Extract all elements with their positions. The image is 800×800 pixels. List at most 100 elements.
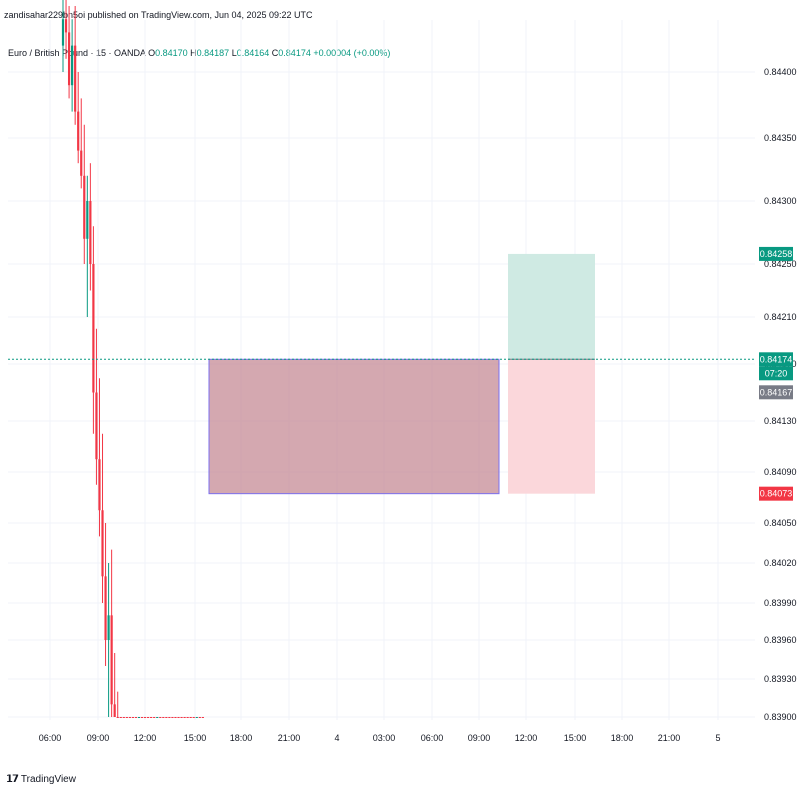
candle-body <box>125 717 128 718</box>
candle-body <box>159 717 162 718</box>
price-tick-label: 0.84300 <box>764 196 797 206</box>
open-value: 0.84170 <box>155 48 188 58</box>
price-tick-label: 0.84400 <box>764 67 797 77</box>
price-tag-label: 0.84167 <box>760 387 793 397</box>
high-value: 0.84187 <box>196 48 230 58</box>
price-tag-label: 0.84258 <box>760 249 793 259</box>
candle-body <box>83 175 86 239</box>
close-value: 0.84174 <box>278 48 311 58</box>
candle-body <box>101 510 104 577</box>
price-tags: 0.84258 0.84174 07:20 0.84167 0.84073 <box>759 246 793 501</box>
candle-body <box>162 717 165 718</box>
candle-body <box>156 717 159 718</box>
time-tick-label: 09:00 <box>87 733 110 743</box>
price-tick-label: 0.84250 <box>764 259 797 269</box>
price-tick-label: 0.84350 <box>764 133 797 143</box>
price-tag-gray <box>759 385 793 400</box>
profit-zone <box>508 253 595 360</box>
price-tick-label: 0.84020 <box>764 558 797 568</box>
time-tick-label: 12:00 <box>134 733 157 743</box>
low-value: 0.84164 <box>236 48 270 58</box>
candle-body <box>61 19 65 46</box>
symbol-name[interactable]: Euro / British Pound · 15 · OANDA <box>8 48 146 58</box>
low-label: L <box>231 48 237 58</box>
candle-body <box>137 717 141 718</box>
loss-zone <box>508 359 595 494</box>
time-tick-label: 18:00 <box>611 733 634 743</box>
candle-body <box>195 717 198 718</box>
candle-body <box>177 717 180 718</box>
candle-body <box>95 392 98 460</box>
time-tick-label: 12:00 <box>515 733 538 743</box>
candle-body <box>98 459 101 511</box>
candle-body <box>67 32 71 86</box>
time-axis[interactable]: 06:00 09:00 12:00 15:00 18:00 21:00 4 03:00 06:0… <box>39 733 721 743</box>
candle-body <box>150 717 153 718</box>
candle-body <box>165 717 168 718</box>
candle-body <box>140 717 144 718</box>
candle-body <box>92 264 95 393</box>
price-tag-label: 07:20 <box>765 368 788 378</box>
candle-body <box>64 19 68 33</box>
time-tick-label: 06:00 <box>421 733 444 743</box>
change-value: +0.00004 (+0.00%) <box>313 48 391 58</box>
time-tick-label: 21:00 <box>278 733 301 743</box>
candle-body <box>153 717 156 718</box>
candle-body <box>104 576 107 640</box>
price-axis[interactable]: 0.84400 0.84350 0.84300 0.84250 0.84210 0.841… <box>764 67 797 722</box>
price-tick-label: 0.84090 <box>764 467 797 477</box>
price-tick-label: 0.83930 <box>764 674 797 684</box>
candle-body <box>110 615 113 705</box>
candle-body <box>119 717 122 718</box>
candle-body <box>147 717 150 718</box>
published-header: zandisahar229bn5oi published on TradingV… <box>4 10 313 20</box>
symbol-info-bar: Euro / British Pound · 15 · OANDA O0.841… <box>8 48 390 58</box>
time-tick-label: 09:00 <box>468 733 491 743</box>
close-label: C <box>271 48 279 58</box>
candle-body <box>198 717 201 718</box>
time-tick-label: 15:00 <box>564 733 587 743</box>
price-tick-label: 0.84050 <box>764 518 797 528</box>
logo-text: TradingView <box>20 774 76 785</box>
candle-body <box>174 717 177 718</box>
price-tick-label: 0.83990 <box>764 598 797 608</box>
candle-body <box>89 201 92 264</box>
candle-body <box>201 717 204 718</box>
price-tick-label: 0.84130 <box>764 416 797 426</box>
range-box <box>208 358 500 495</box>
price-tag-countdown <box>759 366 793 381</box>
price-tick-label: 0.84210 <box>764 312 797 322</box>
time-tick-label: 15:00 <box>184 733 207 743</box>
candle-body <box>168 717 171 718</box>
price-tag-stop_loss <box>759 486 793 501</box>
candle-body <box>113 704 116 717</box>
high-label: H <box>190 48 197 58</box>
time-tick-label: 06:00 <box>39 733 62 743</box>
price-tag-label: 0.84174 <box>760 354 793 364</box>
candle-body <box>183 717 186 718</box>
candles <box>61 0 204 718</box>
candle-body <box>86 201 89 239</box>
candle-body <box>77 111 80 151</box>
candle-body <box>189 717 192 718</box>
price-tag-label: 0.84073 <box>760 489 793 499</box>
price-tag-take_profit <box>759 246 793 261</box>
candle-body <box>71 45 74 86</box>
candle-body <box>143 717 147 718</box>
drawings[interactable] <box>208 253 595 495</box>
open-label: O <box>148 48 156 58</box>
candle-body <box>134 717 138 718</box>
time-tick-label: 18:00 <box>230 733 253 743</box>
candle-body <box>171 717 174 718</box>
candle-body <box>107 615 110 640</box>
tradingview-logo: 𝟭𝟳 TradingView <box>6 774 76 785</box>
candle-body <box>128 717 131 718</box>
candle-body <box>80 150 83 176</box>
candle-body <box>131 717 135 718</box>
time-tick-label: 03:00 <box>373 733 396 743</box>
price-tag-current <box>759 352 793 367</box>
candle-body <box>74 45 77 112</box>
candle-body <box>186 717 189 718</box>
price-tick-label: 0.83960 <box>764 635 797 645</box>
